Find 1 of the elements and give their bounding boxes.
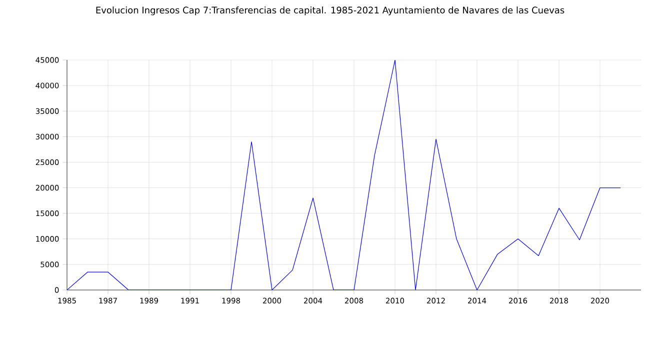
chart-title: Evolucion Ingresos Cap 7:Transferencias de capital. 1985-2021 Ayuntamiento de Navares de las Cuevas xyxy=(96,6,564,16)
